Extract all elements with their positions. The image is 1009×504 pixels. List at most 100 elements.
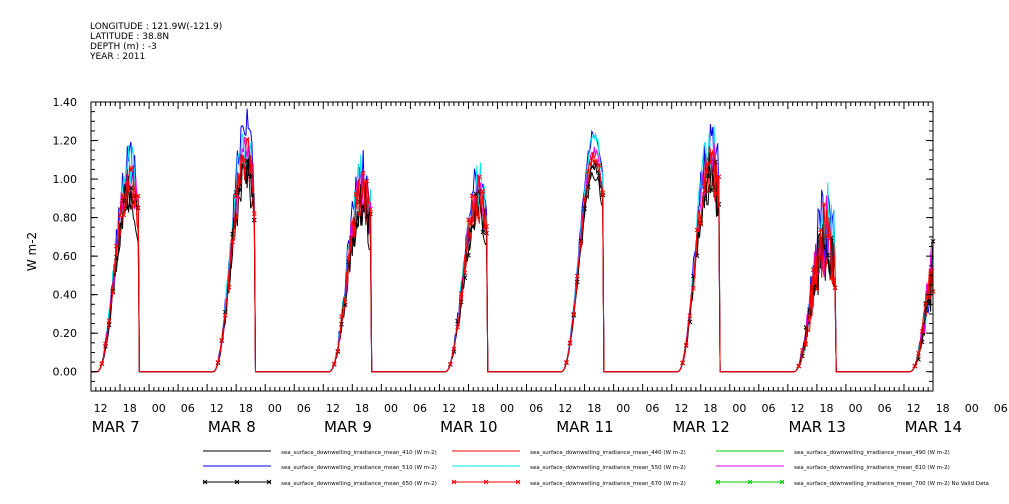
legend-marker bbox=[779, 479, 785, 485]
legend-marker bbox=[515, 479, 521, 485]
x-hour-tick-label: 18 bbox=[587, 402, 601, 415]
legend-marker bbox=[202, 479, 208, 485]
year-label: YEAR : 2011 bbox=[90, 52, 146, 62]
series-marker bbox=[124, 180, 130, 186]
x-hour-tick-label: 12 bbox=[791, 402, 805, 415]
series-marker bbox=[251, 211, 257, 216]
x-hour-tick-label: 06 bbox=[297, 402, 311, 415]
series-marker bbox=[117, 212, 123, 218]
series-marker bbox=[458, 299, 464, 305]
legend-label: sea_surface_downwelling_irradiance_mean_… bbox=[281, 450, 437, 456]
x-hour-tick-label: 18 bbox=[355, 402, 369, 415]
series-marker bbox=[135, 193, 141, 199]
x-date-label: MAR 8 bbox=[208, 418, 256, 436]
series-marker bbox=[600, 190, 606, 196]
y-axis-label: W m-2 bbox=[25, 232, 39, 271]
x-date-label: MAR 12 bbox=[672, 418, 729, 436]
x-hour-tick-label: 18 bbox=[239, 402, 253, 415]
legend-label: sea_surface_downwelling_irradiance_mean_… bbox=[281, 465, 437, 471]
series-marker bbox=[342, 300, 348, 305]
series-marker bbox=[694, 227, 700, 233]
legend-label: sea_surface_downwelling_irradiance_mean_… bbox=[530, 450, 686, 456]
legend-label: sea_surface_downwelling_irradiance_mean_… bbox=[794, 450, 950, 456]
series-marker bbox=[357, 211, 362, 217]
series-marker bbox=[128, 167, 134, 173]
series-marker bbox=[807, 314, 812, 320]
series-marker bbox=[691, 285, 696, 291]
x-hour-tick-label: 12 bbox=[558, 402, 572, 415]
legend-marker bbox=[747, 479, 753, 485]
series-marker bbox=[585, 169, 591, 174]
series-marker bbox=[799, 353, 805, 359]
x-hour-tick-label: 06 bbox=[413, 402, 427, 415]
series-marker bbox=[462, 270, 468, 276]
series-marker bbox=[484, 224, 489, 229]
depth-label: DEPTH (m) : -3 bbox=[90, 42, 157, 52]
series-marker bbox=[589, 156, 595, 161]
series-marker bbox=[114, 254, 119, 260]
series-marker bbox=[451, 346, 457, 352]
x-hour-tick-label: 18 bbox=[123, 402, 137, 415]
series-marker bbox=[567, 340, 573, 346]
series-marker bbox=[821, 202, 827, 207]
x-hour-tick-label: 18 bbox=[471, 402, 485, 415]
series-marker bbox=[564, 360, 569, 365]
x-date-label: MAR 10 bbox=[440, 418, 497, 436]
series-line bbox=[91, 136, 934, 373]
series-marker bbox=[222, 312, 228, 318]
axis-layer: 0.00 0.20 0.40 0.60 0.80 1.00 1.20 1.40 12 18 00 06… bbox=[53, 96, 1008, 436]
series-marker bbox=[716, 174, 722, 180]
series-marker bbox=[331, 361, 337, 367]
series-marker bbox=[829, 275, 834, 281]
x-date-label: MAR 7 bbox=[92, 418, 140, 436]
series-marker bbox=[226, 284, 232, 290]
series-marker bbox=[469, 193, 475, 199]
series-marker bbox=[825, 252, 831, 258]
x-hour-tick-label: 06 bbox=[761, 402, 775, 415]
legend-label: sea_surface_downwelling_irradiance_mean_… bbox=[794, 481, 989, 487]
x-hour-tick-label: 12 bbox=[326, 402, 340, 415]
x-hour-tick-label: 18 bbox=[936, 402, 950, 415]
legend-label: sea_surface_downwelling_irradiance_mean_… bbox=[794, 465, 950, 471]
longitude-label: LONGITUDE : 121.9W(-121.9) bbox=[90, 22, 223, 32]
series-marker bbox=[364, 178, 370, 184]
series-marker bbox=[683, 343, 689, 349]
y-tick-label: 1.00 bbox=[53, 173, 78, 186]
x-hour-tick-label: 12 bbox=[907, 402, 921, 415]
x-hour-tick-label: 00 bbox=[500, 402, 514, 415]
x-hour-tick-label: 12 bbox=[442, 402, 456, 415]
x-hour-tick-label: 18 bbox=[820, 402, 834, 415]
series-marker bbox=[244, 137, 250, 142]
y-tick-label: 0.60 bbox=[53, 250, 78, 263]
y-tick-label: 1.40 bbox=[53, 96, 78, 109]
series-marker bbox=[916, 350, 921, 356]
series-marker bbox=[124, 206, 130, 211]
series-marker bbox=[128, 185, 134, 191]
x-hour-tick-label: 18 bbox=[703, 402, 717, 415]
series-marker bbox=[796, 363, 802, 369]
y-tick-label: 0.40 bbox=[53, 289, 78, 302]
series-marker bbox=[571, 311, 577, 317]
series-marker bbox=[578, 240, 584, 246]
x-hour-tick-label: 06 bbox=[994, 402, 1008, 415]
x-date-label: MAR 9 bbox=[324, 418, 372, 436]
legend-marker bbox=[483, 479, 489, 485]
legend-marker bbox=[266, 479, 272, 485]
series-marker bbox=[132, 203, 137, 209]
series-marker bbox=[582, 197, 587, 202]
series-marker bbox=[237, 179, 243, 185]
x-hour-tick-label: 00 bbox=[384, 402, 398, 415]
series-marker bbox=[480, 189, 486, 194]
series-marker bbox=[368, 206, 373, 212]
series-marker bbox=[803, 341, 809, 347]
series-marker bbox=[705, 161, 711, 167]
series-marker bbox=[476, 174, 482, 180]
series-marker bbox=[810, 267, 816, 272]
series-marker bbox=[480, 229, 486, 235]
x-date-label: MAR 14 bbox=[905, 418, 962, 436]
series-marker bbox=[99, 361, 105, 366]
series-marker bbox=[466, 217, 471, 222]
series-marker bbox=[596, 162, 602, 168]
series-marker bbox=[709, 152, 714, 158]
series-marker bbox=[712, 191, 718, 196]
